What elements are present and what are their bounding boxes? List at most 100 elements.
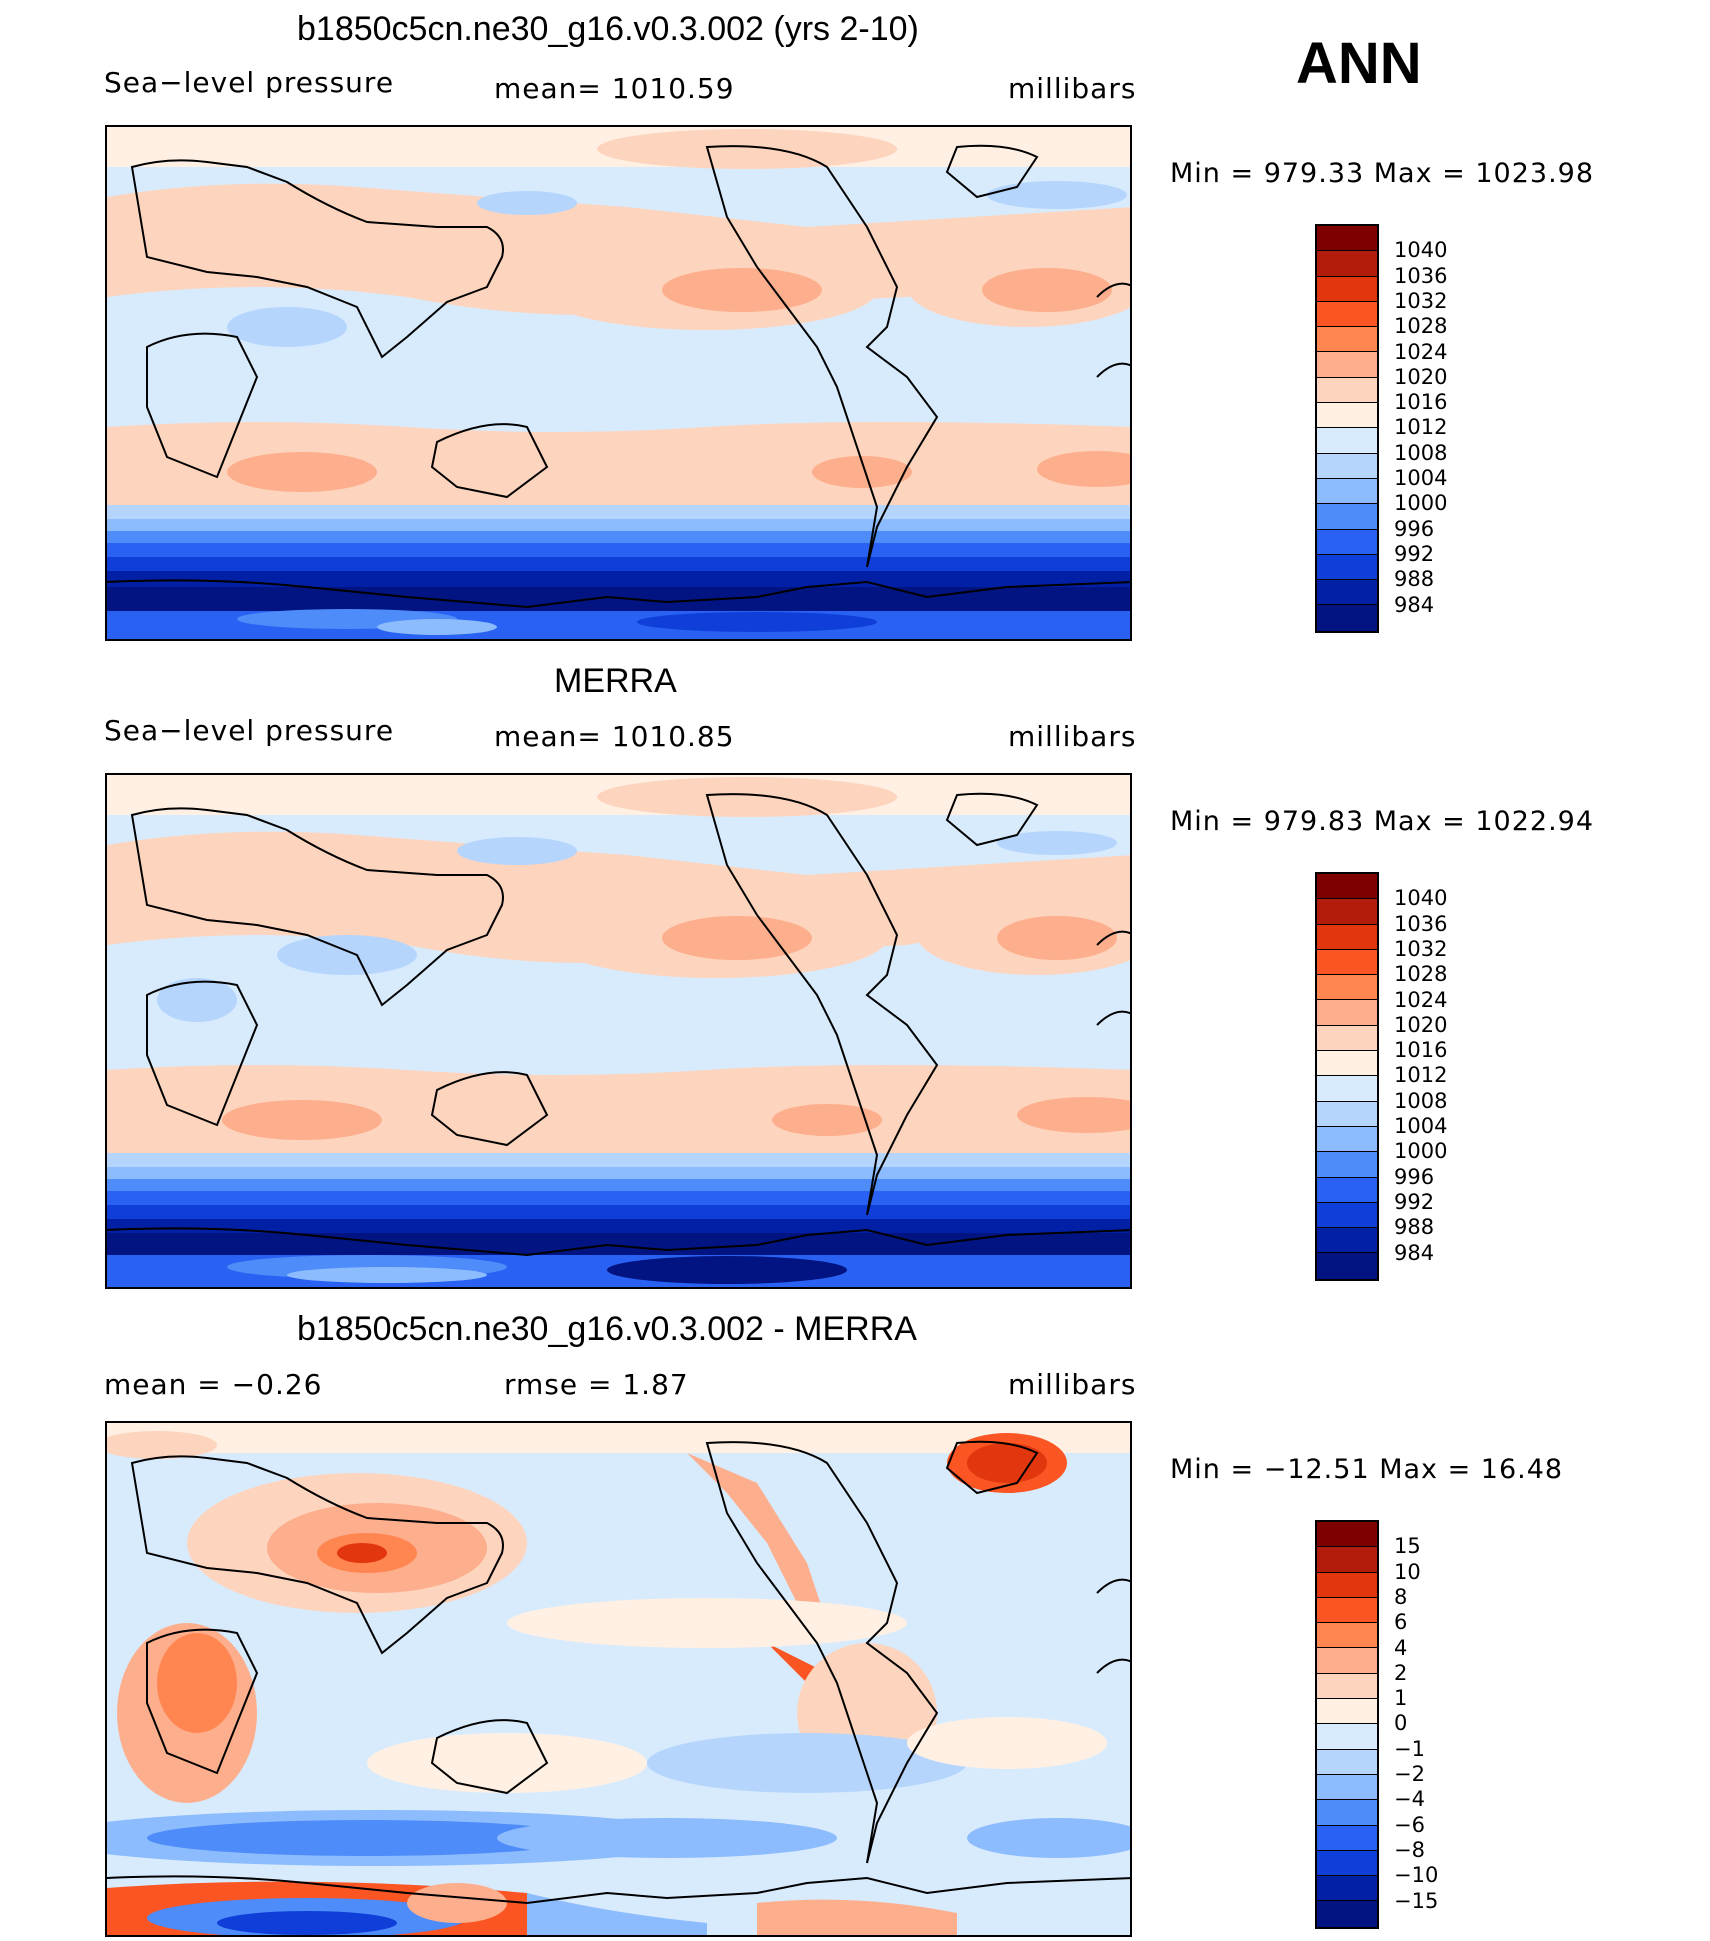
colorbar-label: −1 xyxy=(1394,1736,1425,1761)
panel3-colorbar xyxy=(1315,1520,1379,1929)
colorbar-swatch xyxy=(1317,1051,1377,1077)
panel2-minmax: Min = 979.83 Max = 1022.94 xyxy=(1170,806,1595,837)
colorbar-label: −4 xyxy=(1394,1787,1425,1812)
colorbar-swatch xyxy=(1317,1749,1377,1775)
colorbar-swatch xyxy=(1317,1648,1377,1674)
colorbar-swatch xyxy=(1317,352,1377,378)
season-label: ANN xyxy=(1296,31,1422,96)
colorbar-swatch xyxy=(1317,874,1377,900)
colorbar-label: 1028 xyxy=(1394,962,1448,987)
colorbar-swatch xyxy=(1317,1202,1377,1229)
colorbar-swatch xyxy=(1317,276,1377,302)
colorbar-label: 1032 xyxy=(1394,288,1448,313)
colorbar-label: 1032 xyxy=(1394,936,1448,961)
colorbar-label: −8 xyxy=(1394,1837,1425,1862)
colorbar-label: 1040 xyxy=(1394,238,1448,263)
colorbar-swatch xyxy=(1317,377,1377,404)
colorbar-swatch xyxy=(1317,504,1377,530)
panel2-map xyxy=(105,773,1132,1289)
colorbar-swatch xyxy=(1317,301,1377,328)
panel3-title: b1850c5cn.ne30_g16.v0.3.002 - MERRA xyxy=(297,1310,917,1348)
colorbar-swatch xyxy=(1317,1522,1377,1548)
colorbar-swatch xyxy=(1317,1126,1377,1153)
colorbar-label: 1004 xyxy=(1394,1114,1448,1138)
colorbar-swatch xyxy=(1317,478,1377,505)
colorbar-label: 2 xyxy=(1394,1660,1408,1685)
colorbar-swatch xyxy=(1317,1076,1377,1102)
colorbar-label: 988 xyxy=(1394,1215,1435,1240)
colorbar-label: 1024 xyxy=(1394,987,1448,1012)
colorbar-label: 8 xyxy=(1394,1584,1408,1609)
colorbar-swatch xyxy=(1317,1850,1377,1877)
colorbar-label: 992 xyxy=(1394,541,1435,566)
tibet-anomaly xyxy=(337,1543,387,1563)
panel3-rmse: rmse = 1.87 xyxy=(504,1368,689,1401)
panel1-coastlines xyxy=(107,144,1130,609)
colorbar-label: 1012 xyxy=(1394,1063,1448,1088)
antarctic-low-anomaly xyxy=(217,1911,397,1935)
colorbar-swatch xyxy=(1317,975,1377,1001)
colorbar-swatch xyxy=(1317,605,1377,631)
panel1-title: b1850c5cn.ne30_g16.v0.3.002 (yrs 2-10) xyxy=(297,10,919,48)
colorbar-swatch xyxy=(1317,1547,1377,1573)
panel3-minmax: Min = −12.51 Max = 16.48 xyxy=(1170,1454,1564,1485)
colorbar-swatch xyxy=(1317,1025,1377,1052)
colorbar-swatch xyxy=(1317,1101,1377,1127)
panel1-mean: mean= 1010.59 xyxy=(494,72,735,105)
panel2-map-svg xyxy=(107,775,1130,1287)
colorbar-swatch xyxy=(1317,1825,1377,1851)
colorbar-label: 1020 xyxy=(1394,1012,1448,1037)
colorbar-label: 1008 xyxy=(1394,440,1448,465)
colorbar-label: 1036 xyxy=(1394,263,1448,288)
colorbar-swatch xyxy=(1317,453,1377,479)
colorbar-label: 6 xyxy=(1394,1610,1408,1635)
subtropical-high-sh xyxy=(107,422,1130,514)
panel3-map xyxy=(105,1421,1132,1937)
colorbar-label: −10 xyxy=(1394,1863,1439,1888)
colorbar-swatch xyxy=(1317,1623,1377,1649)
colorbar-label: 1028 xyxy=(1394,314,1448,339)
colorbar-swatch xyxy=(1317,251,1377,277)
colorbar-label: 0 xyxy=(1394,1711,1408,1736)
colorbar-label: 984 xyxy=(1394,1240,1435,1265)
southern-ocean-low xyxy=(107,587,1130,611)
colorbar-label: 1016 xyxy=(1394,1038,1448,1063)
panel1-colorbar xyxy=(1315,224,1379,633)
panel3-mean: mean = −0.26 xyxy=(104,1368,323,1401)
colorbar-swatch xyxy=(1317,1000,1377,1026)
panel3-map-svg xyxy=(107,1423,1130,1935)
panel2-units: millibars xyxy=(1008,720,1137,753)
panel1-map-svg xyxy=(107,127,1130,639)
colorbar-label: 988 xyxy=(1394,567,1435,592)
colorbar-swatch xyxy=(1317,327,1377,353)
colorbar-label: 1008 xyxy=(1394,1088,1448,1113)
colorbar-swatch xyxy=(1317,1152,1377,1178)
colorbar-label: 1004 xyxy=(1394,466,1448,490)
colorbar-label: 996 xyxy=(1394,516,1435,541)
panel1-units: millibars xyxy=(1008,72,1137,105)
colorbar-swatch xyxy=(1317,554,1377,581)
colorbar-label: −15 xyxy=(1394,1888,1439,1913)
azores-high xyxy=(982,268,1112,312)
colorbar-swatch xyxy=(1317,1228,1377,1254)
panel2-colorbar xyxy=(1315,872,1379,1281)
colorbar-label: −2 xyxy=(1394,1762,1425,1786)
pacific-high xyxy=(662,268,822,312)
colorbar-label: −6 xyxy=(1394,1812,1425,1837)
panel1-variable: Sea−level pressure xyxy=(104,66,395,99)
colorbar-swatch xyxy=(1317,1673,1377,1700)
colorbar-swatch xyxy=(1317,403,1377,429)
colorbar-swatch xyxy=(1317,1724,1377,1750)
colorbar-swatch xyxy=(1317,1876,1377,1902)
colorbar-swatch xyxy=(1317,1253,1377,1279)
colorbar-swatch xyxy=(1317,428,1377,454)
colorbar-swatch xyxy=(1317,1177,1377,1203)
colorbar-label: 1000 xyxy=(1394,491,1448,516)
panel2-variable: Sea−level pressure xyxy=(104,714,395,747)
panel2-mean: mean= 1010.85 xyxy=(494,720,735,753)
colorbar-swatch xyxy=(1317,899,1377,925)
colorbar-label: 1012 xyxy=(1394,415,1448,440)
colorbar-swatch xyxy=(1317,580,1377,606)
colorbar-label: 996 xyxy=(1394,1164,1435,1189)
colorbar-swatch xyxy=(1317,1800,1377,1826)
